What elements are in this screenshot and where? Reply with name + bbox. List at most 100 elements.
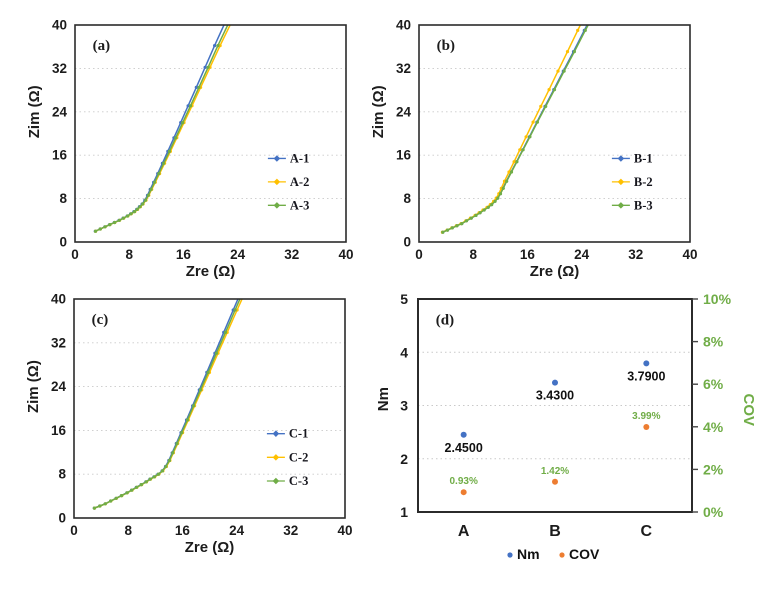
marker-dot: [198, 388, 203, 392]
marker-dot: [562, 69, 566, 73]
marker-dot: [130, 488, 134, 492]
legend-marker-B-2: [617, 178, 625, 186]
marker-dot: [507, 170, 511, 174]
marker-dot: [512, 160, 516, 164]
y-tick-label: 40: [396, 18, 411, 33]
marker-dot: [98, 227, 102, 231]
marker-dot: [216, 44, 220, 48]
marker-dot: [233, 308, 237, 312]
x-tick-label: 8: [124, 523, 132, 538]
marker-dot: [498, 192, 503, 196]
marker-dot: [544, 104, 548, 108]
x-tick-label: 16: [176, 247, 192, 262]
point-label-COV-C: 3.99%: [632, 411, 660, 422]
legend-marker-C-3: [272, 477, 280, 485]
series-group-b: [440, 24, 590, 234]
y-axis-title: Zim (Ω): [25, 360, 42, 413]
point-label-Nm-C: 3.7900: [627, 369, 665, 383]
marker-dot: [148, 477, 152, 481]
marker-dot: [505, 179, 509, 183]
marker-dot: [149, 187, 153, 191]
point-Nm-C: [643, 360, 650, 367]
marker-dot: [194, 85, 198, 89]
marker-dot: [162, 161, 166, 165]
legend-item-C-3: C-3: [266, 474, 308, 488]
marker-dot: [486, 205, 490, 209]
series-markers-C-2: [92, 285, 249, 510]
series-markers-B-2: [440, 28, 580, 234]
marker-dot: [455, 224, 459, 228]
x-tick-label: 8: [125, 247, 133, 262]
marker-dot: [156, 472, 160, 476]
marker-dot: [114, 496, 118, 500]
bottom-legend-marker-COV: [559, 552, 565, 558]
marker-dot: [218, 44, 222, 48]
marker-dot: [141, 202, 145, 206]
bottom-legend-marker-Nm: [507, 552, 513, 558]
legend-label-A-1: A-1: [290, 151, 309, 165]
legend-item-A-1: A-1: [267, 151, 309, 165]
marker-dot: [160, 469, 165, 473]
y-tick-label: 8: [58, 467, 66, 482]
marker-dot: [117, 218, 121, 222]
marker-dot: [235, 10, 238, 13]
legend-label-C-3: C-3: [289, 474, 308, 488]
marker-dot: [565, 50, 570, 54]
left-tick-label: 2: [400, 451, 408, 467]
y-axis-title: Zim (Ω): [370, 85, 387, 138]
legend-item-C-1: C-1: [266, 427, 308, 441]
y-tick-label: 24: [51, 379, 67, 394]
marker-dot: [233, 10, 236, 13]
marker-dot: [143, 198, 148, 202]
marker-dot: [535, 120, 540, 124]
marker-dot: [493, 199, 497, 203]
marker-dot: [108, 223, 112, 227]
legend-item-A-3: A-3: [267, 198, 309, 212]
point-label-COV-A: 0.93%: [449, 476, 477, 487]
marker-dot: [120, 494, 124, 498]
marker-dot: [521, 148, 525, 152]
x-tick-label: 40: [337, 523, 352, 538]
marker-dot: [515, 160, 519, 164]
point-label-COV-B: 1.42%: [541, 466, 569, 477]
marker-dot: [188, 104, 193, 108]
point-label-Nm-B: 3.4300: [536, 389, 574, 403]
legend-item-A-2: A-2: [267, 175, 309, 189]
marker-dot: [246, 285, 249, 288]
left-tick-label: 4: [400, 344, 408, 360]
y-tick-label: 8: [59, 191, 67, 206]
panel-label-c: (c): [92, 312, 109, 328]
legend-item-B-1: B-1: [611, 151, 653, 165]
legend-label-B-2: B-2: [634, 175, 653, 189]
marker-dot: [109, 499, 113, 503]
plot-border: [418, 24, 691, 243]
x-tick-label: 16: [520, 247, 536, 262]
marker-dot: [192, 404, 196, 408]
point-COV-A: [460, 489, 467, 496]
marker-dot: [572, 50, 577, 54]
marker-dot: [135, 207, 139, 211]
marker-dot: [450, 226, 454, 230]
point-COV-B: [552, 478, 558, 485]
marker-dot: [524, 135, 528, 139]
marker-dot: [528, 135, 532, 139]
x-tick-label: 32: [284, 247, 299, 262]
legend-label-A-3: A-3: [290, 198, 309, 212]
marker-dot: [502, 179, 507, 183]
marker-dot: [181, 121, 185, 125]
bottom-legend-label-Nm: Nm: [517, 546, 540, 562]
marker-dot: [242, 285, 245, 288]
bottom-legend-label-COV: COV: [569, 546, 600, 562]
category-label-A: A: [458, 523, 470, 540]
marker-dot: [132, 210, 137, 214]
marker-dot: [125, 491, 129, 495]
marker-dot: [180, 431, 184, 435]
series-markers-A-3: [93, 10, 236, 233]
marker-dot: [98, 504, 102, 508]
legend-marker-C-1: [272, 430, 280, 437]
y-tick-label: 40: [52, 18, 67, 33]
y-tick-label: 0: [403, 235, 411, 250]
left-tick-label: 3: [400, 398, 408, 414]
legend-label-A-2: A-2: [290, 175, 309, 189]
marker-dot: [121, 216, 126, 220]
